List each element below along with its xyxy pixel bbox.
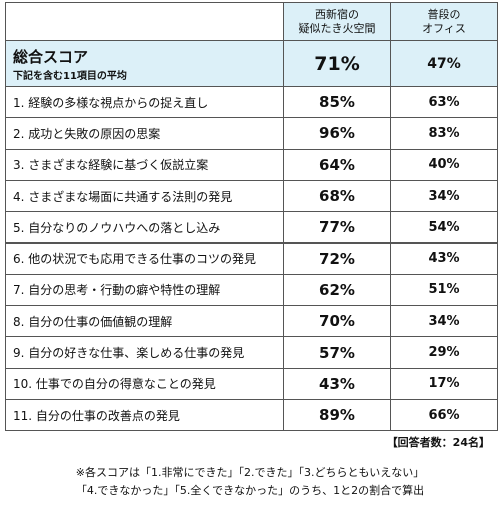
row-label: 3. さまざまな経験に基づく仮説立案	[5, 148, 284, 181]
row-label: 1. 経験の多様な視点からの捉え直し	[5, 86, 284, 119]
row-value: 62%	[283, 273, 391, 307]
summary-value: 47%	[390, 40, 498, 87]
header-line: 西新宿の	[315, 7, 359, 21]
row-label: 9. 自分の好きな仕事、楽しめる仕事の発見	[5, 336, 284, 369]
row-value: 83%	[390, 117, 498, 150]
row-value: 34%	[390, 305, 498, 338]
row-value: 85%	[283, 86, 391, 119]
row-value: 40%	[390, 148, 498, 181]
row-value: 68%	[283, 179, 391, 213]
summary-subtitle: 下記を含む11項目の平均	[13, 70, 127, 82]
summary-value: 71%	[283, 40, 391, 87]
row-label: 6. 他の状況でも応用できる仕事のコツの発見	[5, 242, 284, 275]
row-label: 11. 自分の仕事の改善点の発見	[5, 399, 284, 432]
row-label: 2. 成功と失敗の原因の思案	[5, 117, 284, 150]
row-value: 43%	[283, 367, 391, 400]
summary-label: 総合スコア下記を含む11項目の平均	[5, 40, 284, 87]
note: 「4.できなかった」「5.全くできなかった」のうち、1と2の割合で算出	[75, 484, 425, 497]
row-value: 72%	[283, 242, 391, 275]
row-value: 43%	[390, 242, 498, 275]
row-label: 5. 自分なりのノウハウへの落とし込み	[5, 211, 284, 244]
column-header: 西新宿の 疑似たき火空間	[283, 2, 391, 41]
header-line: 普段の	[427, 7, 461, 21]
row-value: 57%	[283, 336, 391, 369]
row-label: 7. 自分の思考・行動の癖や特性の理解	[5, 273, 284, 307]
respondents: 【回答者数：24名】	[386, 436, 490, 449]
row-value: 70%	[283, 305, 391, 338]
row-value: 96%	[283, 117, 391, 150]
row-value: 77%	[283, 211, 391, 244]
row-value: 29%	[390, 336, 498, 369]
header-line: オフィス	[422, 21, 466, 35]
row-value: 64%	[283, 148, 391, 181]
row-value: 66%	[390, 399, 498, 432]
note: ※各スコアは「1.非常にできた」「2.できた」「3.どちらともいえない」	[75, 466, 425, 479]
row-value: 89%	[283, 399, 391, 432]
row-value: 51%	[390, 273, 498, 307]
column-header: 普段の オフィス	[390, 2, 498, 41]
row-value: 54%	[390, 211, 498, 244]
summary-title: 総合スコア	[13, 47, 89, 66]
row-label: 10. 仕事での自分の得意なことの発見	[5, 367, 284, 400]
row-value: 34%	[390, 179, 498, 213]
header-line: 疑似たき火空間	[298, 21, 376, 35]
row-label: 8. 自分の仕事の価値観の理解	[5, 305, 284, 338]
row-label: 4. さまざまな場面に共通する法則の発見	[5, 179, 284, 213]
row-value: 17%	[390, 367, 498, 400]
row-value: 63%	[390, 86, 498, 119]
header-cell	[5, 2, 284, 41]
